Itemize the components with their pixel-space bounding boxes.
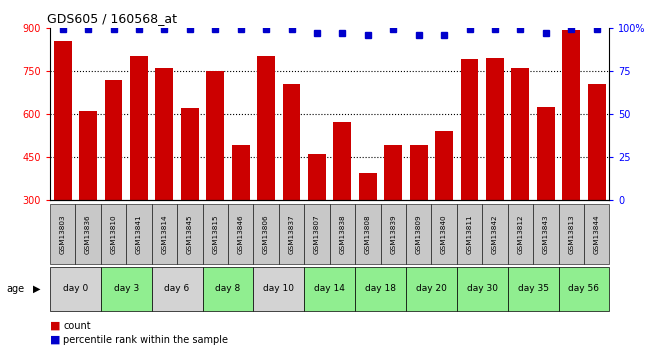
Bar [584, 204, 609, 264]
Text: GSM13812: GSM13812 [517, 214, 523, 254]
Bar [511, 68, 529, 286]
Bar [486, 58, 504, 286]
Bar [304, 267, 355, 310]
Bar [152, 267, 202, 310]
Bar [206, 71, 224, 286]
Text: day 30: day 30 [467, 284, 498, 294]
Text: GSM13839: GSM13839 [390, 214, 396, 254]
Text: count: count [63, 321, 91, 331]
Bar [282, 84, 300, 286]
Bar [152, 204, 177, 264]
Bar [105, 80, 123, 286]
Bar [181, 108, 198, 286]
Bar [50, 267, 101, 310]
Text: GSM13838: GSM13838 [340, 214, 346, 254]
Text: day 35: day 35 [517, 284, 549, 294]
Bar [308, 154, 326, 286]
Text: ■: ■ [50, 335, 61, 345]
Bar [359, 173, 377, 286]
Text: GSM13811: GSM13811 [466, 214, 473, 254]
Bar [559, 204, 584, 264]
Bar [537, 107, 555, 286]
Bar [202, 204, 228, 264]
Text: day 56: day 56 [569, 284, 599, 294]
Text: day 0: day 0 [63, 284, 88, 294]
Bar [482, 204, 507, 264]
Text: GSM13836: GSM13836 [85, 214, 91, 254]
Bar [330, 204, 355, 264]
Bar [559, 267, 609, 310]
Text: day 20: day 20 [416, 284, 447, 294]
Bar [588, 84, 605, 286]
Text: GSM13814: GSM13814 [161, 214, 167, 254]
Bar [75, 204, 101, 264]
Text: GSM13810: GSM13810 [111, 214, 117, 254]
Bar [507, 267, 559, 310]
Bar [355, 204, 380, 264]
Text: GSM13841: GSM13841 [136, 214, 142, 254]
Bar [228, 204, 253, 264]
Text: GDS605 / 160568_at: GDS605 / 160568_at [47, 12, 177, 25]
Bar [279, 204, 304, 264]
Text: day 10: day 10 [263, 284, 294, 294]
Bar [533, 204, 559, 264]
Bar [507, 204, 533, 264]
Bar [355, 267, 406, 310]
Bar [435, 131, 453, 286]
Bar [384, 146, 402, 286]
Bar [127, 204, 152, 264]
Text: GSM13844: GSM13844 [593, 214, 599, 254]
Bar [232, 146, 250, 286]
Text: GSM13846: GSM13846 [238, 214, 244, 254]
Bar [457, 204, 482, 264]
Bar [457, 267, 507, 310]
Bar [54, 41, 71, 286]
Bar [410, 146, 428, 286]
Bar [155, 68, 173, 286]
Text: ■: ■ [50, 321, 61, 331]
Text: day 18: day 18 [365, 284, 396, 294]
Bar [432, 204, 457, 264]
Bar [562, 30, 580, 286]
Text: day 8: day 8 [215, 284, 240, 294]
Text: GSM13842: GSM13842 [492, 214, 498, 254]
Bar [253, 267, 304, 310]
Text: ▶: ▶ [33, 284, 41, 294]
Text: percentile rank within the sample: percentile rank within the sample [63, 335, 228, 345]
Text: day 14: day 14 [314, 284, 345, 294]
Text: GSM13808: GSM13808 [365, 214, 371, 254]
Bar [406, 204, 432, 264]
Text: day 6: day 6 [165, 284, 190, 294]
Bar [79, 111, 97, 286]
Bar [130, 56, 148, 286]
Text: GSM13813: GSM13813 [568, 214, 574, 254]
Bar [461, 59, 478, 286]
Bar [101, 204, 127, 264]
Text: GSM13845: GSM13845 [186, 214, 193, 254]
Bar [177, 204, 202, 264]
Text: GSM13837: GSM13837 [288, 214, 294, 254]
Bar [257, 56, 275, 286]
Text: age: age [7, 284, 25, 294]
Bar [253, 204, 279, 264]
Text: GSM13815: GSM13815 [212, 214, 218, 254]
Bar [406, 267, 457, 310]
Text: day 3: day 3 [114, 284, 139, 294]
Bar [334, 122, 351, 286]
Text: GSM13843: GSM13843 [543, 214, 549, 254]
Text: GSM13803: GSM13803 [60, 214, 66, 254]
Text: GSM13807: GSM13807 [314, 214, 320, 254]
Text: GSM13809: GSM13809 [416, 214, 422, 254]
Bar [101, 267, 152, 310]
Bar [380, 204, 406, 264]
Bar [202, 267, 253, 310]
Bar [304, 204, 330, 264]
Bar [50, 204, 75, 264]
Text: GSM13806: GSM13806 [263, 214, 269, 254]
Text: GSM13840: GSM13840 [441, 214, 447, 254]
